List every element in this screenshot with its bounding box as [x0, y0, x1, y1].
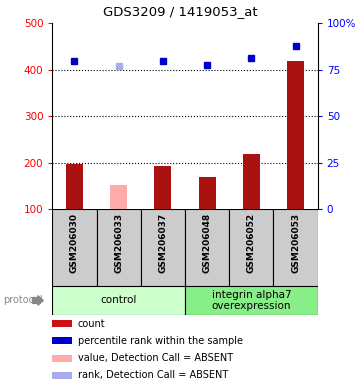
- Text: GSM206037: GSM206037: [158, 213, 168, 273]
- Bar: [52, 286, 185, 315]
- Bar: [52, 355, 72, 362]
- Text: count: count: [78, 318, 105, 329]
- Bar: [185, 286, 318, 315]
- Bar: [52, 372, 72, 379]
- Bar: [52, 209, 97, 286]
- Text: GSM206030: GSM206030: [70, 213, 79, 273]
- Text: integrin alpha7
overexpression: integrin alpha7 overexpression: [212, 290, 291, 311]
- Bar: [52, 338, 72, 344]
- Bar: [110, 185, 127, 209]
- Bar: [243, 154, 260, 209]
- Text: GSM206048: GSM206048: [203, 213, 212, 273]
- Text: rank, Detection Call = ABSENT: rank, Detection Call = ABSENT: [78, 370, 228, 381]
- Text: value, Detection Call = ABSENT: value, Detection Call = ABSENT: [78, 353, 233, 363]
- Text: GSM206052: GSM206052: [247, 213, 256, 273]
- Bar: [287, 61, 304, 209]
- Text: GDS3209 / 1419053_at: GDS3209 / 1419053_at: [103, 5, 258, 18]
- Text: percentile rank within the sample: percentile rank within the sample: [78, 336, 243, 346]
- Bar: [97, 209, 141, 286]
- Text: protocol: protocol: [4, 295, 43, 306]
- Bar: [52, 320, 72, 327]
- Bar: [229, 209, 274, 286]
- Bar: [66, 164, 83, 209]
- Bar: [185, 209, 229, 286]
- Text: control: control: [100, 295, 137, 306]
- Bar: [141, 209, 185, 286]
- Bar: [274, 209, 318, 286]
- Text: GSM206053: GSM206053: [291, 213, 300, 273]
- Bar: [155, 166, 171, 209]
- Bar: [199, 177, 216, 209]
- Text: GSM206033: GSM206033: [114, 213, 123, 273]
